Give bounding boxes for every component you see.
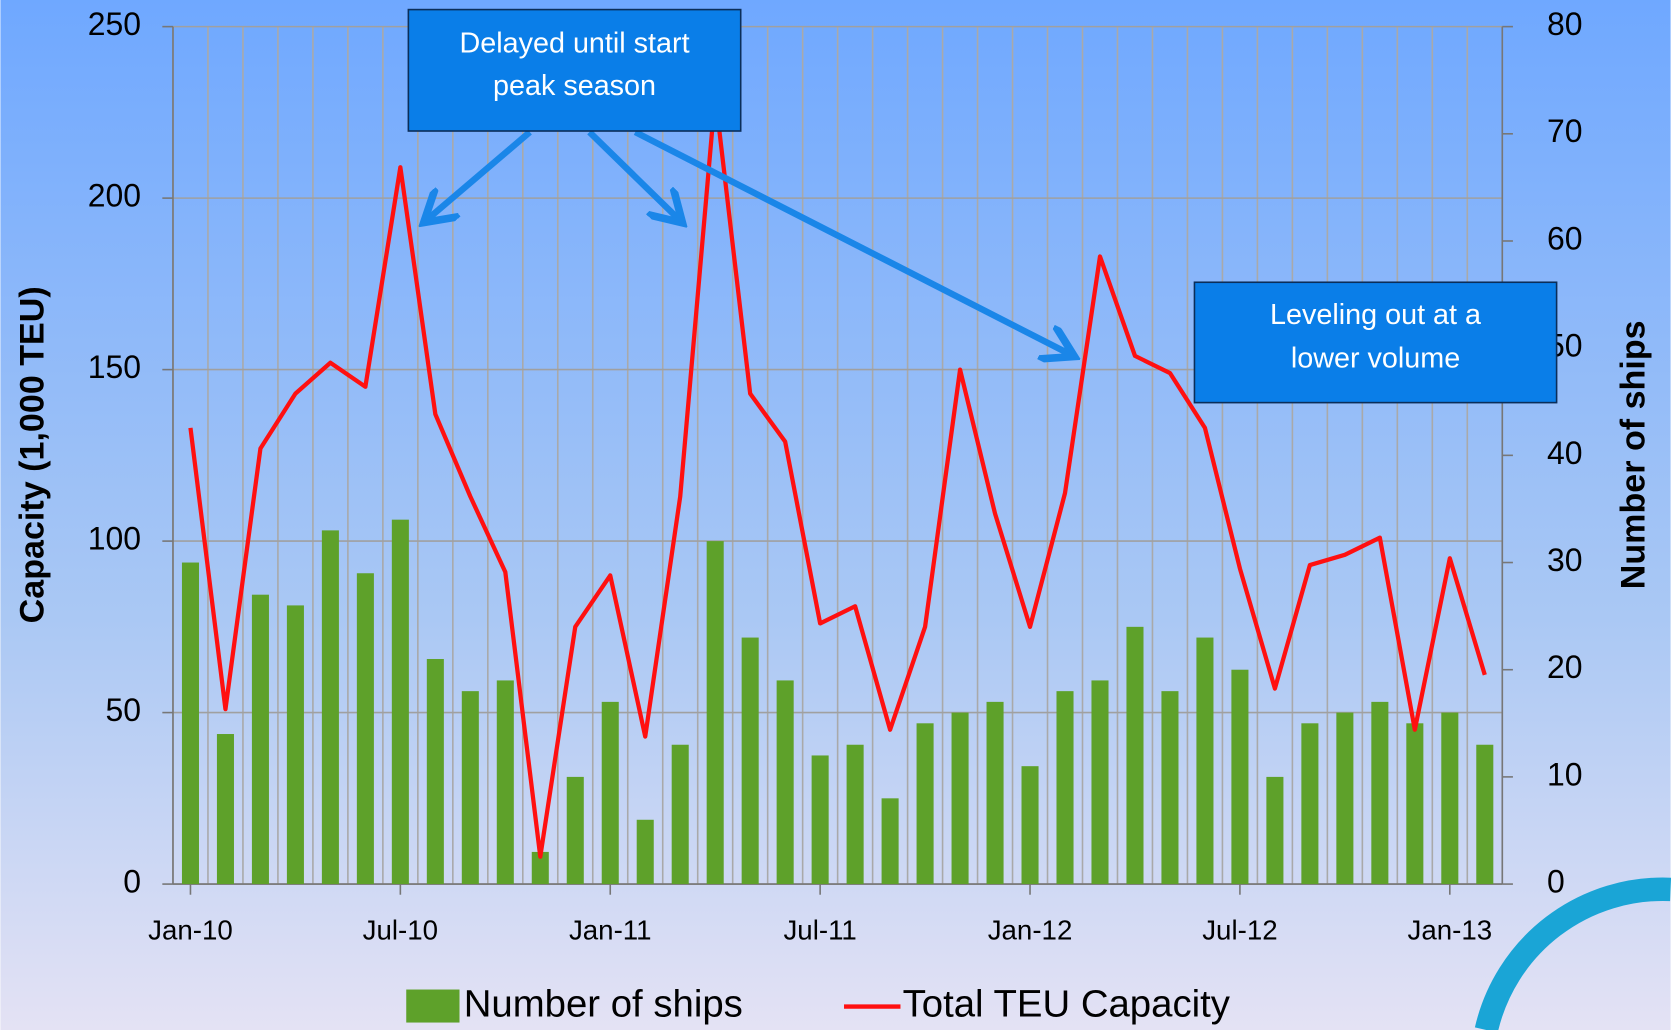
bar	[426, 658, 444, 885]
y-axis-title: Capacity (1,000 TEU)	[14, 286, 52, 623]
bar	[916, 723, 934, 885]
annotation-box	[1193, 281, 1558, 404]
y-tick-label: 250	[88, 6, 141, 42]
bar	[1056, 691, 1074, 885]
annotation: Leveling out at a lower volume	[1193, 281, 1558, 404]
x-tick-label: Jan-11	[569, 914, 652, 945]
annotation-text: Leveling out at a	[1270, 299, 1481, 331]
bar	[1231, 669, 1249, 885]
x-tick-label: Jan-10	[148, 914, 233, 945]
y2-tick-label: 80	[1547, 6, 1583, 42]
legend-label: Number of ships	[464, 983, 743, 1026]
bar	[496, 680, 514, 885]
bar	[391, 519, 409, 885]
x-tick-label: Jul-11	[783, 914, 856, 945]
logo	[1474, 877, 1671, 1030]
bar	[181, 562, 199, 885]
bar	[881, 798, 899, 885]
y2-tick-label: 60	[1547, 220, 1583, 256]
y2-tick-label: 70	[1547, 113, 1583, 149]
x-tick-label: Jul-10	[363, 914, 438, 945]
bar	[461, 691, 479, 885]
bar	[951, 712, 969, 885]
bar	[1161, 691, 1179, 885]
y2-tick-label: 10	[1547, 756, 1583, 792]
y-tick-label: 150	[88, 349, 141, 385]
y-tick-label: 50	[105, 692, 141, 728]
bar	[286, 605, 304, 885]
y-tick-label: 0	[123, 864, 141, 900]
bar	[1406, 723, 1424, 885]
x-tick-label: Jan-12	[988, 914, 1073, 945]
bar	[1301, 723, 1319, 885]
x-tick-label: Jan-13	[1407, 914, 1492, 945]
y-tick-label: 200	[88, 178, 141, 214]
bar	[1441, 712, 1459, 885]
y2-tick-label: 30	[1547, 542, 1583, 578]
bar	[846, 744, 864, 885]
y2-tick-label: 0	[1547, 864, 1565, 900]
bar	[741, 637, 759, 885]
bar	[601, 701, 619, 885]
y-tick-label: 100	[88, 521, 141, 557]
bar	[1336, 712, 1354, 885]
legend-label: Total TEU Capacity	[903, 983, 1231, 1026]
legend: Number of ships Total TEU Capacity	[406, 983, 1231, 1026]
arrow	[587, 129, 677, 218]
line	[188, 93, 1487, 859]
bar	[531, 851, 549, 885]
bar	[251, 594, 269, 885]
legend-swatch	[406, 989, 460, 1023]
bar	[1196, 637, 1214, 885]
annotation-text: lower volume	[1291, 343, 1460, 375]
y2-axis-title: Number of ships	[1614, 320, 1652, 589]
bar	[216, 734, 234, 885]
bar	[356, 573, 374, 885]
bar	[566, 776, 584, 885]
bar	[1476, 744, 1494, 885]
bar	[1021, 766, 1039, 885]
bar	[986, 701, 1004, 885]
arrow	[633, 129, 1069, 354]
bar	[1371, 701, 1389, 885]
annotation-text: Delayed until start	[459, 27, 689, 59]
bar	[1091, 680, 1109, 885]
annotation-text: peak season	[493, 70, 656, 102]
bar	[321, 530, 339, 885]
bar	[706, 541, 724, 885]
bar	[636, 819, 654, 885]
bar	[776, 680, 794, 885]
annotation: Delayed until start peak season	[407, 8, 1069, 354]
bar	[811, 755, 829, 885]
bar	[671, 744, 689, 885]
x-tick-label: Jul-12	[1202, 914, 1277, 945]
bar	[1266, 776, 1284, 885]
y2-tick-label: 40	[1547, 435, 1583, 471]
y2-tick-label: 20	[1547, 649, 1583, 685]
annotation-box	[407, 8, 742, 132]
arrow	[429, 129, 532, 218]
bar	[1126, 626, 1144, 885]
